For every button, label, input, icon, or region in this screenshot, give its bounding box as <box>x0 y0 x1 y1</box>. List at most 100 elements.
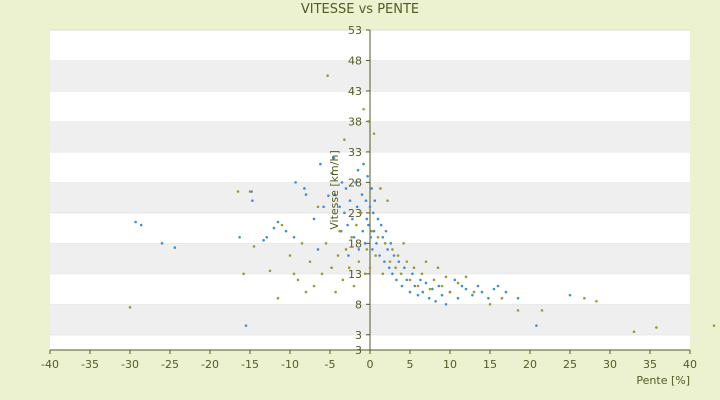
data-point <box>369 235 373 239</box>
data-point <box>368 205 372 209</box>
data-point <box>460 284 464 288</box>
data-point <box>372 229 376 233</box>
data-point <box>504 290 508 294</box>
data-point <box>344 248 348 251</box>
data-point <box>420 272 424 276</box>
data-point <box>319 162 322 166</box>
y-tick-label: 38 <box>348 115 362 128</box>
data-point <box>351 217 354 221</box>
data-point <box>367 120 370 123</box>
data-point <box>365 217 369 221</box>
data-point <box>352 284 356 288</box>
data-point <box>379 187 382 190</box>
data-point <box>359 211 363 215</box>
data-point <box>488 302 492 306</box>
data-point <box>284 229 288 233</box>
data-point <box>419 278 422 282</box>
data-point <box>444 302 448 306</box>
x-tick-label: -35 <box>81 358 99 371</box>
data-points <box>128 74 716 334</box>
data-point <box>632 330 636 334</box>
data-point <box>428 287 432 291</box>
data-point <box>370 187 373 190</box>
x-tick-label: 0 <box>367 358 374 371</box>
data-point <box>431 287 434 291</box>
data-point <box>363 272 367 276</box>
data-point <box>392 254 396 257</box>
data-point <box>464 287 468 291</box>
x-tick-label: 20 <box>523 358 537 371</box>
data-point <box>424 281 428 285</box>
data-point <box>173 246 177 249</box>
x-tick-label: 35 <box>643 358 657 371</box>
data-point <box>374 254 377 257</box>
data-point <box>348 199 352 202</box>
data-point <box>416 293 420 297</box>
data-point <box>316 248 320 251</box>
data-point <box>312 284 316 288</box>
data-point <box>276 296 280 300</box>
data-point <box>355 223 358 227</box>
data-point <box>280 223 284 227</box>
data-point <box>304 193 308 196</box>
data-point <box>464 275 468 279</box>
x-tick-label: -20 <box>201 358 219 371</box>
data-point <box>160 242 164 245</box>
data-point <box>368 266 372 270</box>
data-point <box>366 174 369 178</box>
data-point <box>242 272 245 276</box>
data-point <box>330 171 333 175</box>
data-point <box>134 220 137 224</box>
data-point <box>333 193 337 196</box>
data-point <box>408 290 412 294</box>
x-axis: -40 -35 -30 -25 -20 -15 -10 -5 0 5 10 15 20 25 30 35 40 <box>41 349 697 371</box>
data-point <box>376 235 380 239</box>
x-tick-label: 10 <box>443 358 457 371</box>
data-point <box>326 74 329 78</box>
data-point <box>372 132 376 135</box>
data-point <box>288 254 292 257</box>
x-tick-label: -5 <box>325 358 336 371</box>
data-point <box>471 293 474 297</box>
data-point <box>365 248 369 251</box>
data-point <box>354 181 357 184</box>
data-point <box>412 266 416 270</box>
data-point <box>375 242 378 245</box>
data-point <box>296 278 300 282</box>
data-point <box>332 156 336 160</box>
data-point <box>434 299 437 303</box>
data-point <box>373 199 377 202</box>
x-tick-label: 5 <box>407 358 414 371</box>
data-point <box>236 190 240 193</box>
data-point <box>367 223 370 227</box>
data-point <box>276 220 280 224</box>
data-point <box>405 260 409 263</box>
data-point <box>391 272 394 276</box>
data-point <box>436 266 440 270</box>
data-point <box>356 168 360 172</box>
data-point <box>292 235 296 239</box>
y-tick-label: 3 <box>355 329 362 342</box>
data-point <box>383 260 386 263</box>
data-point <box>361 229 365 233</box>
data-point <box>399 272 403 276</box>
data-point <box>416 284 420 288</box>
data-point <box>371 248 374 251</box>
data-point <box>362 162 365 166</box>
data-point <box>476 284 480 288</box>
data-point <box>362 107 365 111</box>
y-tick-label: 13 <box>348 268 362 281</box>
data-point <box>343 211 346 215</box>
x-tick-label: -25 <box>161 358 179 371</box>
data-point <box>312 217 316 221</box>
data-point <box>386 248 389 251</box>
x-axis-title: Pente [%] <box>636 374 690 387</box>
data-point <box>371 211 375 215</box>
data-point <box>324 242 328 245</box>
x-tick-label: 25 <box>563 358 577 371</box>
data-point <box>394 266 397 270</box>
data-point <box>403 266 406 270</box>
data-point <box>391 248 394 251</box>
data-point <box>424 260 428 263</box>
y-tick-label: 23 <box>348 207 362 220</box>
